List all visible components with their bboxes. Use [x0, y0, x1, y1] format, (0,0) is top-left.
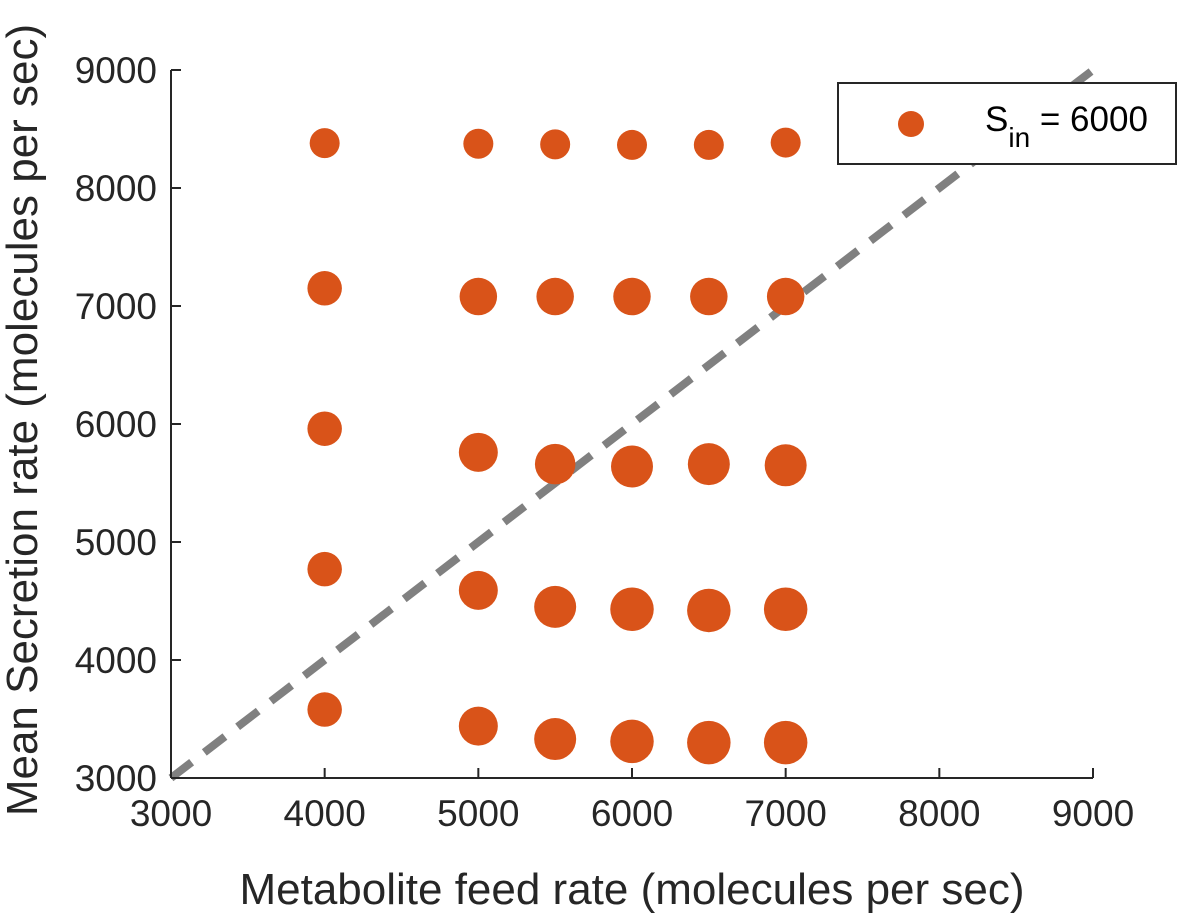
legend-box	[837, 82, 1177, 165]
data-point	[687, 720, 731, 765]
data-points-layer	[307, 127, 808, 765]
data-point	[458, 570, 498, 610]
y-tick-label: 8000	[75, 168, 157, 209]
y-tick-label: 5000	[75, 522, 157, 563]
data-point	[540, 129, 571, 160]
data-point	[534, 718, 577, 761]
data-point	[763, 587, 808, 632]
data-point	[770, 127, 801, 158]
data-point	[307, 692, 342, 727]
x-tick-label: 7000	[745, 793, 827, 834]
x-tick-label: 5000	[437, 793, 519, 834]
x-axis-title: Metabolite feed rate (molecules per sec)	[239, 865, 1024, 914]
data-point	[687, 588, 731, 633]
data-point	[687, 443, 730, 486]
data-point	[534, 443, 576, 485]
legend-label-main: S	[985, 100, 1008, 139]
y-tick-label: 3000	[75, 758, 157, 799]
reference-diagonal-line	[168, 66, 1096, 782]
tick-labels-layer: 3000 4000 5000 6000 7000 8000 9000 3000 4000 5000…	[75, 50, 1134, 834]
data-point	[610, 719, 654, 764]
data-point	[610, 587, 654, 632]
data-point	[613, 277, 651, 316]
legend-marker	[898, 111, 924, 137]
data-point	[309, 128, 340, 159]
data-point	[458, 706, 498, 746]
legend-label: Sin = 6000	[985, 100, 1148, 153]
y-tick-label: 9000	[75, 50, 157, 91]
data-point	[611, 445, 653, 488]
x-tick-label: 4000	[284, 793, 366, 834]
data-point	[307, 551, 342, 587]
legend-label-subscript: in	[1008, 122, 1030, 153]
reference-line-layer	[168, 66, 1096, 782]
axes-layer	[170, 69, 1094, 779]
x-tick-label: 3000	[130, 793, 212, 834]
data-point	[536, 277, 574, 316]
data-point	[463, 128, 494, 159]
data-point	[307, 271, 342, 306]
x-tick-label: 8000	[898, 793, 980, 834]
y-tick-label: 6000	[75, 404, 157, 445]
data-point	[458, 432, 498, 472]
data-point	[766, 277, 805, 316]
x-tick-label: 9000	[1052, 793, 1134, 834]
data-point	[693, 129, 724, 160]
y-tick-label: 4000	[75, 640, 157, 681]
data-point	[459, 277, 498, 316]
data-point	[617, 129, 647, 160]
legend-label-value: = 6000	[1030, 100, 1148, 139]
y-tick-label: 7000	[75, 286, 157, 327]
y-axis-title: Mean Secretion rate (molecules per sec)	[0, 24, 47, 816]
data-point	[534, 585, 577, 628]
data-point	[307, 411, 342, 446]
data-point	[690, 277, 728, 316]
legend: Sin = 6000	[837, 82, 1177, 165]
x-tick-label: 6000	[591, 793, 673, 834]
data-point	[764, 444, 807, 487]
data-point	[763, 720, 808, 765]
